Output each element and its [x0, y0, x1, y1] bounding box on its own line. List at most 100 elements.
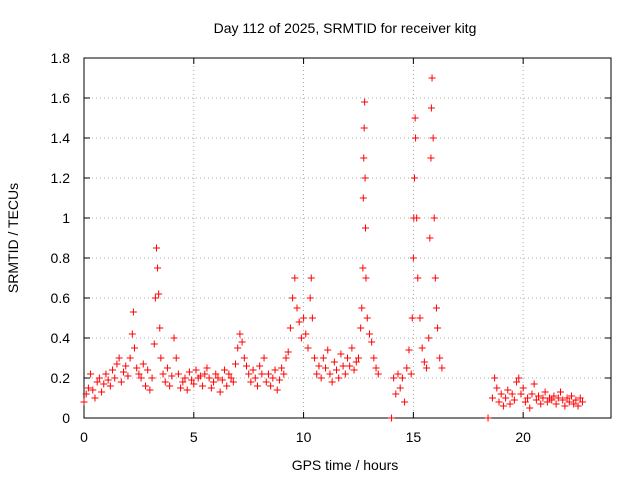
data-point	[196, 372, 204, 380]
data-point	[411, 114, 419, 122]
data-point	[157, 354, 165, 362]
data-point	[365, 330, 373, 338]
data-point	[394, 370, 402, 378]
data-point	[374, 370, 382, 378]
data-point	[156, 324, 164, 332]
data-point	[106, 382, 114, 390]
data-point	[131, 344, 139, 352]
data-point	[429, 134, 437, 142]
data-point	[307, 274, 315, 282]
data-point	[431, 274, 439, 282]
data-point	[236, 330, 244, 338]
data-point	[190, 380, 198, 388]
data-point	[390, 374, 398, 382]
y-axis-ticks: 0 0.2 0.4 0.6 0.8 1 1.2 1.4 1.6 1.8	[51, 50, 611, 426]
data-point	[539, 394, 547, 402]
data-point	[436, 354, 444, 362]
data-point	[493, 384, 501, 392]
data-point	[403, 364, 411, 372]
data-point	[352, 358, 360, 366]
data-point	[150, 340, 158, 348]
data-point	[324, 346, 332, 354]
data-points	[80, 74, 586, 422]
data-point	[333, 366, 341, 374]
data-point	[109, 366, 117, 374]
data-point	[578, 398, 586, 406]
data-point	[521, 398, 529, 406]
data-point	[181, 374, 189, 382]
data-point	[159, 370, 167, 378]
data-point	[567, 392, 575, 400]
data-point	[513, 378, 521, 386]
data-point	[95, 374, 103, 382]
data-point	[572, 396, 580, 404]
data-point	[225, 370, 233, 378]
data-point	[245, 370, 253, 378]
data-point	[428, 74, 436, 82]
data-point	[308, 314, 316, 322]
data-point	[111, 374, 119, 382]
x-axis-label: GPS time / hours	[292, 457, 399, 473]
data-point	[434, 324, 442, 332]
data-point	[407, 370, 415, 378]
data-point	[207, 384, 215, 392]
data-point	[420, 358, 428, 366]
data-point	[185, 368, 193, 376]
data-point	[357, 324, 365, 332]
data-point	[497, 390, 505, 398]
y-tick-label: 0.8	[51, 250, 71, 266]
data-point	[135, 370, 143, 378]
data-point	[570, 400, 578, 408]
data-point	[306, 294, 314, 302]
data-point	[146, 386, 154, 394]
data-point	[139, 360, 147, 368]
data-point	[124, 372, 132, 380]
data-point	[515, 374, 523, 382]
data-point	[405, 346, 413, 354]
data-point	[284, 348, 292, 356]
data-point	[289, 294, 297, 302]
data-point	[229, 378, 237, 386]
data-point	[362, 274, 370, 282]
data-point	[337, 350, 345, 358]
data-point	[311, 354, 319, 362]
data-point	[133, 364, 141, 372]
data-point	[361, 174, 369, 182]
y-tick-label: 1.4	[51, 130, 71, 146]
data-point	[502, 394, 510, 402]
data-point	[398, 374, 406, 382]
data-point	[115, 354, 123, 362]
data-point	[192, 366, 200, 374]
data-point	[359, 194, 367, 202]
data-point	[122, 362, 130, 370]
data-point	[506, 400, 514, 408]
y-tick-label: 1.2	[51, 170, 71, 186]
x-axis-ticks: 0 5 10 15 20	[80, 58, 531, 445]
data-point	[350, 366, 358, 374]
data-point	[199, 382, 207, 390]
data-point	[565, 398, 573, 406]
data-point	[427, 154, 435, 162]
data-point	[273, 386, 281, 394]
data-point	[319, 354, 327, 362]
data-point	[418, 344, 426, 352]
data-point	[360, 154, 368, 162]
data-point	[401, 398, 409, 406]
data-point	[282, 354, 290, 362]
data-point	[563, 394, 571, 402]
data-point	[80, 398, 88, 406]
data-point	[278, 364, 286, 372]
data-point	[120, 368, 128, 376]
data-point	[210, 378, 218, 386]
data-point	[425, 334, 433, 342]
plot-area-border	[83, 57, 612, 419]
data-point	[346, 362, 354, 370]
data-point	[548, 396, 556, 404]
data-point	[362, 224, 370, 232]
data-point	[517, 390, 525, 398]
data-point	[408, 314, 416, 322]
y-tick-label: 0	[62, 410, 70, 426]
data-point	[128, 330, 136, 338]
data-point	[168, 372, 176, 380]
data-point	[537, 400, 545, 408]
